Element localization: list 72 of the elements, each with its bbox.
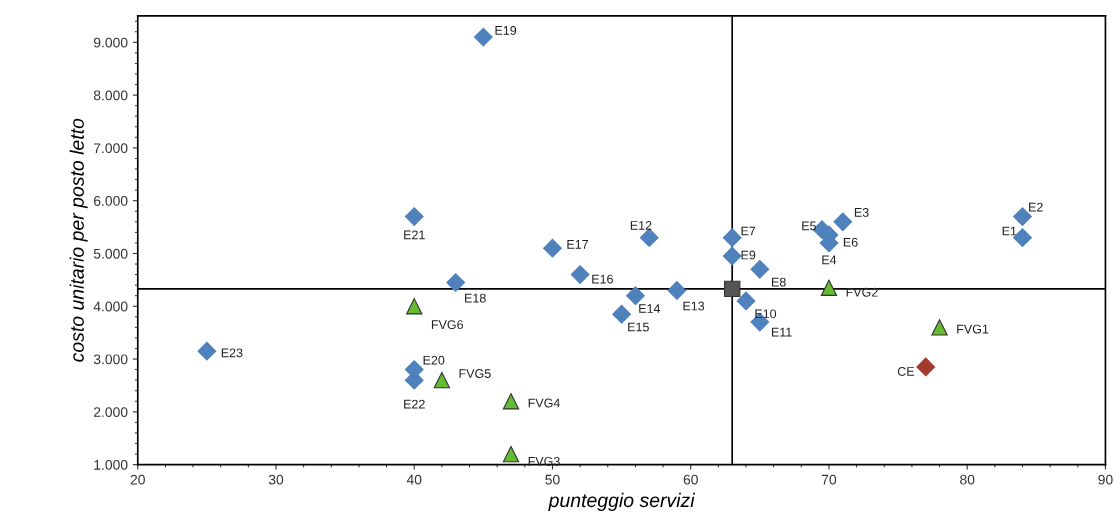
- annotation: E15: [628, 322, 649, 332]
- y-axis-title: costo unitario per posto letto: [69, 118, 88, 362]
- annotation: E17: [567, 240, 588, 249]
- x-tick-label: 20: [130, 474, 145, 485]
- annotation: E23: [221, 348, 243, 358]
- point: [736, 291, 756, 311]
- y-tick-label: 1.000: [94, 459, 128, 470]
- annotation: E4: [822, 255, 837, 265]
- annotation: E6: [843, 237, 858, 247]
- x-tick-label: 50: [545, 474, 560, 485]
- point: [543, 238, 562, 258]
- point: [667, 281, 687, 300]
- annotation: E2: [1029, 202, 1043, 212]
- annotation: E9: [741, 250, 756, 260]
- annotation: FVG6: [431, 320, 463, 330]
- annotation: FVG4: [528, 398, 560, 408]
- annotation: E14: [639, 304, 661, 313]
- x-axis-title: punteggio servizi: [548, 492, 695, 511]
- point: [750, 259, 770, 279]
- point: [570, 265, 590, 284]
- y-tick-label: 2.000: [93, 407, 128, 418]
- y-tick-label: 4.000: [93, 301, 128, 312]
- y-tick-label: 8.000: [93, 90, 128, 101]
- point: [626, 286, 645, 306]
- x-tick-label: 70: [821, 474, 837, 485]
- annotation: E3: [854, 207, 869, 217]
- y-tick-label: 5.000: [93, 248, 128, 259]
- annotation: E12: [630, 221, 652, 230]
- point: [404, 207, 424, 226]
- annotation: FVG2: [846, 287, 878, 297]
- x-tick-label: 90: [1098, 474, 1113, 485]
- point: [433, 371, 451, 389]
- point: [722, 228, 742, 248]
- annotation: E10: [755, 309, 777, 319]
- point: [612, 304, 631, 324]
- x-tick-label: 60: [683, 474, 698, 485]
- point: [723, 280, 741, 298]
- annotation: E22: [404, 399, 425, 409]
- y-tick-label: 9.000: [93, 37, 128, 48]
- annotation: CE: [897, 367, 915, 376]
- x-tick-label: 40: [406, 474, 422, 485]
- point: [916, 357, 936, 377]
- point: [833, 212, 853, 232]
- annotation: E8: [771, 277, 786, 287]
- annotation: E13: [683, 301, 705, 311]
- point: [446, 273, 466, 292]
- annotation: E7: [741, 226, 756, 236]
- point: [406, 298, 423, 315]
- y-tick-label: 3.000: [93, 354, 128, 365]
- point: [639, 228, 659, 248]
- point: [722, 246, 742, 266]
- annotation: FVG1: [957, 324, 989, 334]
- annotation: E5: [802, 221, 816, 231]
- y-tick-label: 6.000: [93, 196, 128, 206]
- annotation: FVG5: [459, 369, 491, 378]
- annotation: E21: [404, 230, 425, 240]
- annotation: E11: [771, 327, 792, 337]
- annotation: E19: [495, 25, 517, 35]
- x-tick-label: 30: [268, 474, 284, 485]
- annotation: E16: [592, 274, 613, 284]
- point: [502, 393, 520, 410]
- point: [931, 319, 948, 336]
- annotation: E18: [465, 293, 486, 303]
- annotation: E1: [1002, 226, 1017, 236]
- x-tick-label: 80: [960, 474, 975, 485]
- point: [197, 341, 217, 361]
- annotation: FVG3: [528, 456, 560, 466]
- point: [502, 445, 520, 463]
- annotation: E20: [423, 355, 445, 365]
- point: [473, 27, 493, 47]
- y-tick-label: 7.000: [94, 143, 128, 154]
- point: [820, 279, 838, 296]
